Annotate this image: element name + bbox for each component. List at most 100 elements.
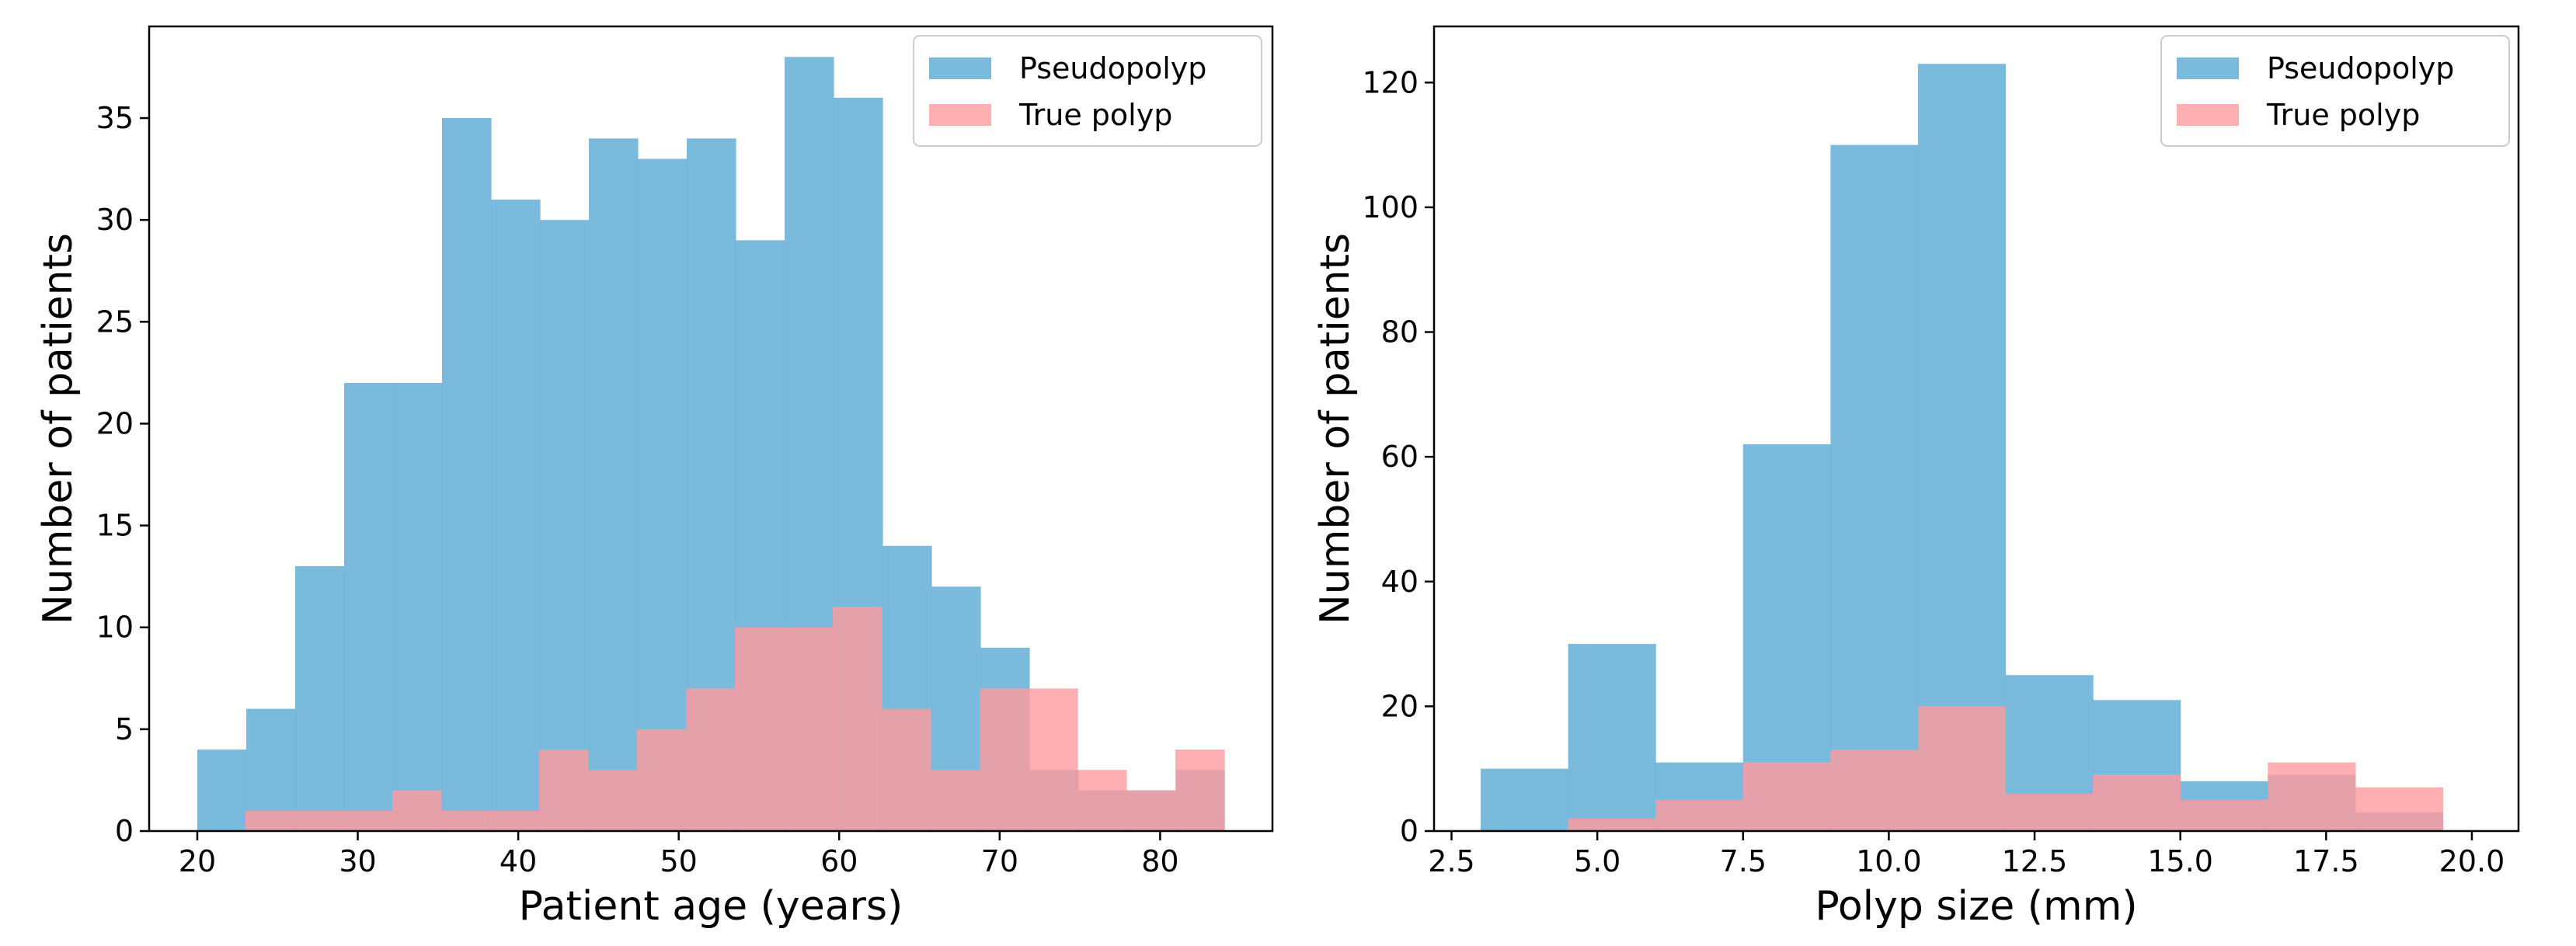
age-legend-frame [913, 35, 1262, 147]
size-ytick-label: 60 [1381, 440, 1419, 474]
size-xtick-label: 12.5 [2002, 844, 2068, 878]
age-bar-true-polyp [784, 627, 834, 831]
size-ytick-label: 40 [1381, 565, 1419, 599]
size-x-ticks: 2.5 5.0 7.5 10.0 12.5 15.0 17.5 20.0 [1428, 831, 2505, 878]
age-bar-true-polyp [882, 708, 931, 831]
age-bar-pseudopolyp [491, 199, 541, 831]
age-bar-true-polyp [294, 810, 344, 831]
size-legend: Pseudopolyp True polyp [2160, 35, 2510, 147]
age-xtick-label: 80 [1141, 844, 1178, 878]
size-legend-swatch-pseudopolyp [2177, 57, 2239, 79]
age-bar-pseudopolyp [540, 220, 590, 831]
size-ytick-label: 0 [1400, 814, 1419, 848]
size-xtick-label: 5.0 [1574, 844, 1620, 878]
age-bar-true-polyp [931, 770, 980, 831]
size-legend-frame [2160, 35, 2510, 147]
size-bar-true-polyp [2093, 774, 2181, 831]
chart-age: 20 30 40 50 60 70 80 0 5 10 15 20 [35, 25, 1274, 930]
age-bar-true-polyp [735, 627, 785, 831]
size-y-ticks: 0 20 40 60 80 100 120 [1362, 65, 1434, 848]
size-legend-label-true-polyp: True polyp [2266, 98, 2420, 132]
age-ytick-label: 5 [115, 712, 134, 746]
age-bar-true-polyp [1029, 688, 1078, 831]
chart-size: 2.5 5.0 7.5 10.0 12.5 15.0 17.5 20.0 0 2… [1312, 25, 2520, 930]
size-plot-frame [1432, 25, 2520, 833]
age-ytick-label: 15 [96, 509, 134, 543]
age-bars [197, 57, 1225, 832]
age-ytick-label: 0 [115, 814, 134, 848]
age-bar-pseudopolyp [393, 383, 443, 831]
size-xtick-label: 15.0 [2147, 844, 2213, 878]
age-bar-pseudopolyp [589, 138, 639, 832]
age-bar-pseudopolyp [344, 383, 394, 831]
size-legend-swatch-true-polyp [2177, 104, 2239, 126]
size-bar-true-polyp [1742, 762, 1831, 831]
size-xtick-label: 17.5 [2293, 844, 2359, 878]
age-bar-true-polyp [245, 810, 295, 831]
age-bar-true-polyp [392, 790, 442, 831]
size-y-axis-label: Number of patients [1312, 233, 1359, 624]
size-bar-pseudopolyp [1568, 644, 1656, 831]
age-bar-true-polyp [588, 770, 638, 831]
size-bar-true-polyp [1655, 799, 1744, 831]
size-bar-true-polyp [2180, 799, 2268, 831]
age-legend-swatch-pseudopolyp [929, 57, 991, 79]
size-bar-true-polyp [2005, 793, 2094, 831]
size-xtick-label: 20.0 [2439, 844, 2505, 878]
age-legend-swatch-true-polyp [929, 104, 991, 126]
age-bar-true-polyp [1126, 790, 1176, 831]
size-ytick-label: 20 [1381, 689, 1419, 723]
age-ytick-label: 10 [96, 610, 134, 645]
age-plot-frame [148, 25, 1274, 833]
age-bar-true-polyp [980, 688, 1029, 831]
age-y-axis-label: Number of patients [35, 233, 82, 624]
age-bar-true-polyp [1077, 770, 1127, 831]
age-legend-label-pseudopolyp: Pseudopolyp [1019, 51, 1206, 85]
age-xtick-label: 40 [500, 844, 537, 878]
size-ytick-label: 100 [1362, 190, 1419, 224]
size-bar-true-polyp [2268, 762, 2356, 831]
age-bar-pseudopolyp [197, 749, 247, 831]
size-bar-true-polyp [1917, 706, 2007, 831]
size-ytick-label: 80 [1381, 315, 1419, 350]
age-x-ticks: 20 30 40 50 60 70 80 [179, 831, 1179, 878]
size-legend-label-pseudopolyp: Pseudopolyp [2267, 51, 2454, 85]
age-bar-true-polyp [686, 688, 736, 831]
age-bar-true-polyp [539, 749, 589, 831]
size-bar-pseudopolyp [1917, 64, 2007, 831]
size-xtick-label: 10.0 [1856, 844, 1922, 878]
age-xtick-label: 50 [660, 844, 698, 878]
age-xtick-label: 30 [339, 844, 376, 878]
age-xtick-label: 60 [820, 844, 858, 878]
age-xtick-label: 70 [981, 844, 1018, 878]
age-legend-label-true-polyp: True polyp [1018, 98, 1172, 132]
age-x-axis-label: Patient age (years) [519, 883, 903, 930]
age-bar-pseudopolyp [638, 158, 688, 831]
age-bar-pseudopolyp [442, 118, 492, 831]
size-bar-true-polyp [1830, 749, 1919, 831]
size-bar-true-polyp [1568, 818, 1656, 831]
size-xtick-label: 2.5 [1428, 844, 1474, 878]
age-bar-true-polyp [1175, 749, 1225, 831]
size-bar-true-polyp [2355, 787, 2443, 831]
age-ytick-label: 20 [96, 406, 134, 440]
age-ytick-label: 30 [96, 203, 134, 237]
age-bar-pseudopolyp [295, 566, 345, 831]
age-bar-true-polyp [637, 729, 687, 831]
age-bar-true-polyp [490, 810, 540, 831]
size-bar-pseudopolyp [1481, 768, 1569, 831]
size-bars [1481, 64, 2443, 832]
age-bar-true-polyp [833, 607, 882, 831]
size-bar-pseudopolyp [1830, 144, 1919, 832]
age-ytick-label: 25 [96, 304, 134, 339]
size-x-axis-label: Polyp size (mm) [1815, 883, 2137, 930]
size-xtick-label: 7.5 [1720, 844, 1767, 878]
age-bar-true-polyp [441, 810, 491, 831]
age-bar-pseudopolyp [246, 708, 296, 831]
age-xtick-label: 20 [179, 844, 216, 878]
age-bar-true-polyp [343, 810, 393, 831]
age-y-ticks: 0 5 10 15 20 25 30 35 [96, 101, 149, 848]
size-ytick-label: 120 [1362, 65, 1419, 99]
age-legend: Pseudopolyp True polyp [913, 35, 1262, 147]
